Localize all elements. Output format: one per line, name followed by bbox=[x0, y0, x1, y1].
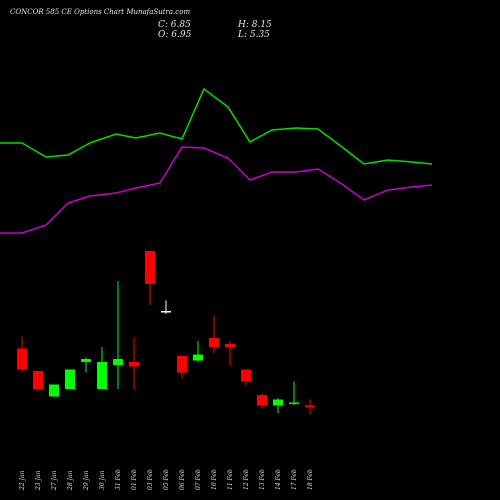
x-tick-label: 31 Feb bbox=[115, 469, 122, 490]
low-value: L: 5.35 bbox=[238, 30, 270, 40]
candle-body bbox=[17, 348, 27, 370]
candle-body bbox=[289, 402, 299, 404]
x-tick-label: 13 Feb bbox=[259, 469, 266, 490]
x-tick-label: 10 Feb bbox=[211, 469, 218, 490]
x-tick-label: 22 Jan bbox=[19, 470, 26, 491]
x-tick-label: 18 Feb bbox=[307, 469, 314, 490]
candle-body bbox=[177, 356, 187, 373]
candle-body bbox=[113, 359, 123, 365]
candle-body bbox=[193, 354, 203, 361]
candle-body bbox=[49, 384, 59, 397]
candle-body bbox=[257, 395, 267, 406]
close-value: C: 6.85 bbox=[158, 20, 191, 30]
x-tick-label: 01 Feb bbox=[131, 469, 138, 490]
x-tick-label: 03 Feb bbox=[147, 469, 154, 490]
candle-body bbox=[273, 399, 283, 406]
candle-body bbox=[145, 251, 155, 284]
open-value: O: 6.95 bbox=[158, 30, 192, 40]
x-tick-label: 30 Jan bbox=[99, 470, 106, 490]
x-tick-label: 11 Feb bbox=[227, 469, 234, 490]
overlay-line-1 bbox=[0, 87, 433, 165]
x-tick-label: 27 Jan bbox=[51, 470, 58, 491]
candle-body bbox=[81, 359, 91, 362]
candle-body bbox=[225, 344, 235, 347]
x-tick-label: 05 Feb bbox=[163, 469, 170, 490]
overlay-line-2 bbox=[0, 146, 433, 234]
x-tick-label: 28 Jan bbox=[67, 470, 74, 491]
candle-body bbox=[161, 311, 171, 313]
x-tick-label: 12 Feb bbox=[243, 469, 250, 490]
x-tick-label: 17 Feb bbox=[291, 469, 298, 490]
candle-body bbox=[129, 362, 139, 367]
x-tick-label: 14 Feb bbox=[275, 469, 282, 490]
candle-body bbox=[65, 369, 75, 389]
x-tick-label: 29 Jan bbox=[83, 470, 90, 491]
x-tick-label: 23 Jan bbox=[35, 470, 42, 491]
x-tick-label: 06 Feb bbox=[179, 469, 186, 490]
chart-title: CONCOR 585 CE Options Chart MunafaSutra.… bbox=[10, 8, 191, 16]
candle-body bbox=[97, 362, 107, 389]
x-tick-label: 07 Feb bbox=[195, 469, 202, 490]
high-value: H: 8.15 bbox=[238, 20, 272, 30]
candle-body bbox=[241, 369, 251, 382]
candle-body bbox=[305, 405, 315, 407]
candle-body bbox=[33, 371, 43, 389]
candle-body bbox=[209, 338, 219, 347]
